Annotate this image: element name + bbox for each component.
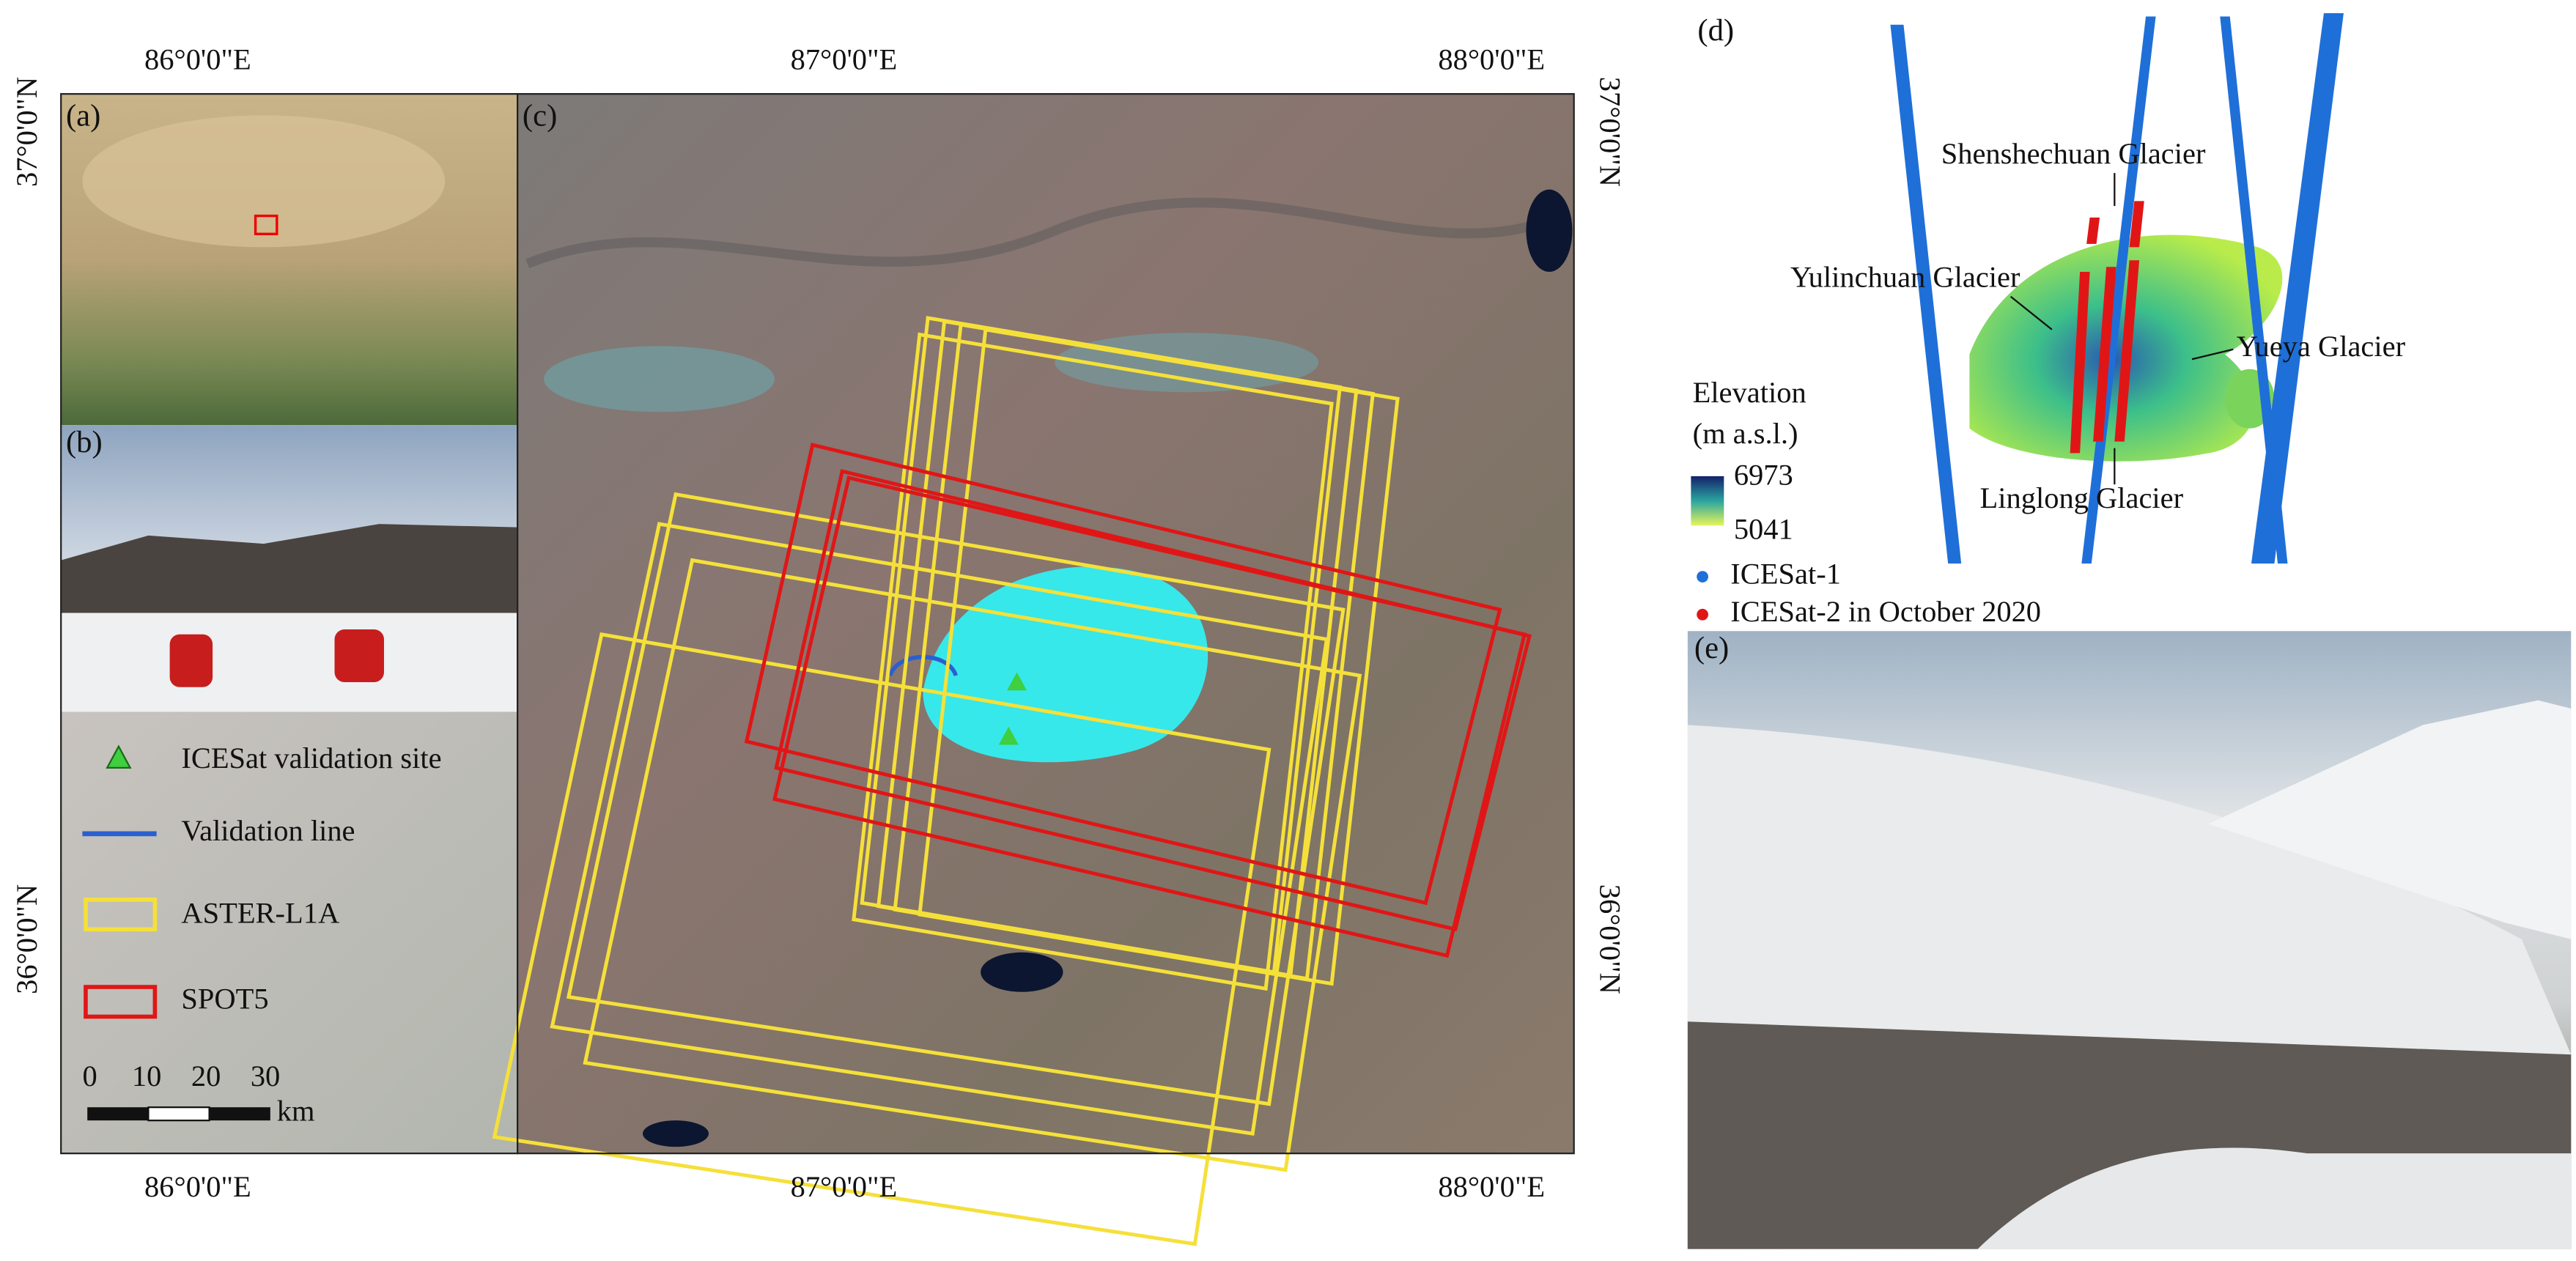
river	[525, 197, 1568, 269]
legend-box	[84, 898, 158, 932]
footprint	[583, 558, 1362, 1172]
glacier-label: Yulinchuan Glacier	[1790, 261, 2020, 294]
legend-dot	[1697, 608, 1708, 621]
study-area-box	[254, 214, 278, 236]
scale-tick-label: 20	[191, 1060, 221, 1092]
lake	[1526, 189, 1573, 273]
legend-triangle	[106, 744, 132, 769]
latitude-label: 36°0'0"N	[1593, 884, 1626, 994]
panel-label: (d)	[1697, 13, 1734, 48]
glacier-label: Linglong Glacier	[1980, 481, 2184, 514]
latitude-label: 37°0'0"N	[1593, 77, 1626, 187]
scale-bar	[209, 1107, 270, 1121]
person	[169, 634, 213, 687]
latitude-label: 36°0'0"N	[10, 884, 43, 994]
scale-tick-label: 0	[82, 1060, 97, 1092]
icesat2-track	[2070, 272, 2090, 454]
footprint	[772, 476, 1527, 958]
legend-label: Validation line	[181, 814, 355, 847]
colorbar-title: Elevation	[1693, 376, 1806, 409]
validation-site	[998, 726, 1019, 745]
scale-tick-label: 10	[132, 1060, 161, 1092]
footprints	[492, 316, 1532, 1246]
lake	[981, 952, 1063, 992]
legend-label: ASTER-L1A	[181, 897, 339, 930]
person	[334, 629, 384, 682]
scale-bar	[87, 1107, 149, 1121]
scale-tick-label: 30	[251, 1060, 280, 1092]
legend-dot	[1697, 571, 1708, 583]
panel-label: (a)	[66, 99, 100, 133]
icesat2-track	[2086, 217, 2100, 244]
longitude-label: 86°0'0"E	[144, 43, 251, 76]
colorbar-min: 5041	[1734, 513, 1793, 546]
glacier-label: Shenshechuan Glacier	[1941, 137, 2206, 170]
photo-mountains	[61, 524, 518, 613]
legend-background	[61, 711, 518, 1154]
colorbar-max: 6973	[1734, 458, 1793, 491]
annotation-arrow	[2009, 295, 2053, 330]
icesat2-track	[2093, 267, 2116, 442]
footprint	[550, 522, 1329, 1136]
icesat2-track	[2114, 260, 2140, 442]
mountain	[2208, 700, 2572, 939]
colorbar	[1691, 476, 1724, 526]
legend-label: ICESat validation site	[181, 742, 441, 774]
photo-snow	[61, 613, 518, 712]
longitude-label: 88°0'0"E	[1438, 1170, 1545, 1203]
longitude-label: 87°0'0"E	[791, 43, 898, 76]
footprint	[744, 443, 1502, 906]
longitude-label: 86°0'0"E	[144, 1170, 251, 1203]
panel-label: (e)	[1694, 631, 1729, 665]
latitude-label: 37°0'0"N	[10, 77, 43, 187]
legend-box	[84, 985, 158, 1019]
legend-label: ICESat-1	[1730, 557, 1841, 590]
legend-label: SPOT5	[181, 983, 268, 1016]
ice-cliff-top	[1687, 725, 2572, 1055]
panel-label: (b)	[66, 425, 103, 459]
panel-label: (c)	[523, 99, 557, 133]
colorbar-unit: (m a.s.l.)	[1693, 417, 1798, 450]
legend-label: ICESat-2 in October 2020	[1730, 595, 2041, 628]
icesat2-track	[2129, 201, 2144, 248]
ice-cliff-face	[1687, 1021, 2572, 1249]
lake	[643, 1120, 709, 1147]
scale-unit: km	[277, 1094, 315, 1127]
footprint	[852, 332, 1334, 991]
icesat1-track	[1890, 24, 1962, 564]
icesat1-track	[2251, 12, 2344, 564]
glacier-label: Yueya Glacier	[2237, 330, 2406, 363]
scale-bar	[147, 1106, 210, 1122]
longitude-label: 88°0'0"E	[1438, 43, 1545, 76]
snow-foreground	[1977, 1147, 2572, 1249]
basin	[82, 115, 446, 248]
longitude-label: 87°0'0"E	[791, 1170, 898, 1203]
annotation-arrow	[2191, 348, 2234, 360]
footprint	[566, 492, 1346, 1106]
main-frame	[517, 93, 1575, 1155]
footprint	[918, 327, 1400, 986]
footprint	[492, 632, 1272, 1246]
validation-site	[1007, 672, 1027, 691]
glacier	[923, 566, 1208, 763]
snow-patch	[544, 346, 775, 413]
